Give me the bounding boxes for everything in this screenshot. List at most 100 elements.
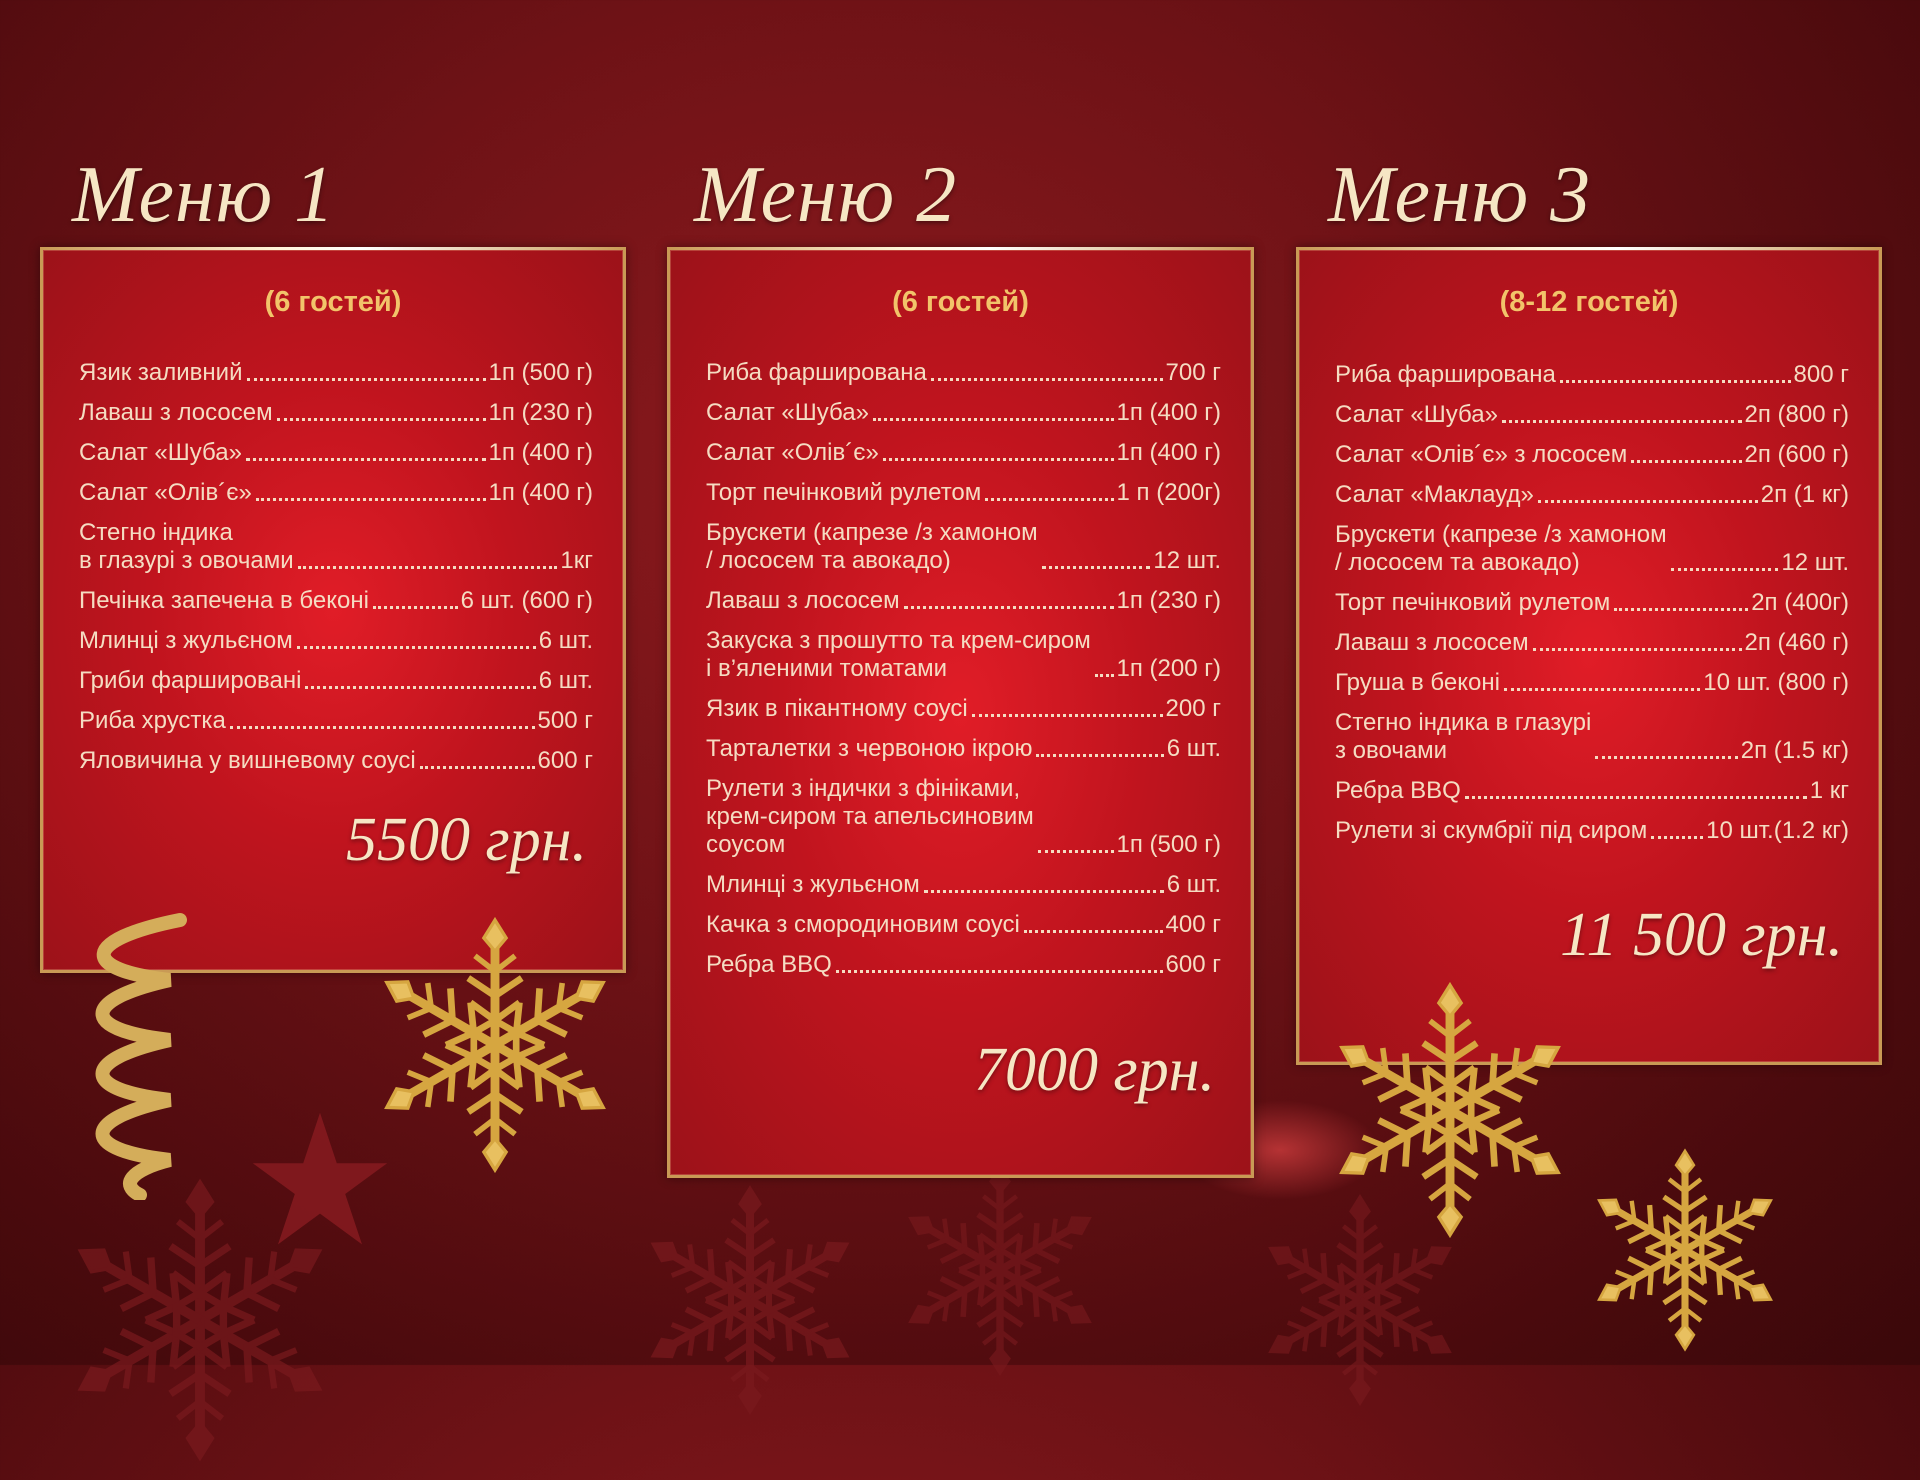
dot-leader	[1503, 688, 1701, 691]
item-name: Салат «Олів´є»	[79, 479, 252, 506]
menu-item: Торт печінковий рулетом 1 п (200г)	[706, 479, 1221, 507]
menu-item: Риба фарширована 700 г	[706, 359, 1221, 387]
item-name: Язик заливний	[79, 359, 243, 386]
menu-item: Закуска з прошутто та крем-сиром і в’яле…	[706, 627, 1221, 683]
item-quantity: 500 г	[537, 707, 593, 734]
menu-item: Лаваш з лососем 1п (230 г)	[706, 587, 1221, 615]
item-name: Салат «Олів´є» з лососем	[1335, 441, 1628, 468]
snowflake-icon	[1570, 1135, 1800, 1365]
menu-items: Риба фарширована 700 г Салат «Шуба» 1п (400…	[706, 359, 1221, 979]
item-quantity: 800 г	[1793, 361, 1849, 388]
dot-leader	[297, 566, 558, 569]
item-name: Салат «Шуба»	[1335, 401, 1498, 428]
dot-leader	[1464, 796, 1807, 799]
menu-2-card: (6 гостей) Риба фарширована 700 г Салат «Ш…	[667, 247, 1254, 1178]
menu-items: Риба фарширована 800 г Салат «Шуба» 2п (800…	[1335, 361, 1849, 845]
item-quantity: 2п (400г)	[1751, 589, 1849, 616]
item-quantity: 2п (800 г)	[1744, 401, 1849, 428]
menu-price: 7000 грн.	[974, 1036, 1215, 1104]
item-name: Салат «Олів´є»	[706, 439, 879, 466]
menu-item: Рулети з індички з фініками, крем-сиром …	[706, 775, 1221, 859]
item-quantity: 1п (500 г)	[488, 359, 593, 386]
menu-item: Брускети (капрезе /з хамоном / лососем т…	[1335, 521, 1849, 577]
dot-leader	[930, 378, 1163, 381]
item-name: Стегно індика в глазурі з овочами	[79, 519, 294, 574]
item-quantity: 6 шт. (600 г)	[460, 587, 593, 614]
item-name: Тарталетки з червоною ікрою	[706, 735, 1033, 762]
menu-item: Груша в беконі 10 шт. (800 г)	[1335, 669, 1849, 697]
dot-leader	[1670, 568, 1779, 571]
guests-count: (6 гостей)	[892, 286, 1029, 318]
item-quantity: 2п (460 г)	[1744, 629, 1849, 656]
item-quantity: 1п (400 г)	[488, 479, 593, 506]
item-name: Язик в пікантному соусі	[706, 695, 968, 722]
menu-item: Риба фарширована 800 г	[1335, 361, 1849, 389]
item-name: Риба фарширована	[706, 359, 927, 386]
menu-item: Тарталетки з червоною ікрою 6 шт.	[706, 735, 1221, 763]
snowflake-icon	[350, 900, 640, 1190]
dot-leader	[246, 378, 486, 381]
menu-item: Лаваш з лососем 1п (230 г)	[79, 399, 593, 427]
item-quantity: 10 шт. (800 г)	[1703, 669, 1849, 696]
ribbon-icon	[95, 913, 187, 1200]
snowflake-icon	[880, 1150, 1120, 1390]
menu-3-title: Меню 3	[1328, 151, 1592, 239]
item-quantity: 1п (200 г)	[1116, 655, 1221, 682]
menu-item: Гриби фаршировані 6 шт.	[79, 667, 593, 695]
dot-leader	[419, 766, 535, 769]
item-name: Гриби фаршировані	[79, 667, 302, 694]
dot-leader	[1595, 756, 1738, 759]
dot-leader	[372, 606, 458, 609]
item-name: Печінка запечена в беконі	[79, 587, 369, 614]
item-quantity: 600 г	[537, 747, 593, 774]
dot-leader	[882, 458, 1114, 461]
dot-leader	[1094, 674, 1114, 677]
menu-item: Ребра BBQ 1 кг	[1335, 777, 1849, 805]
dot-leader	[1651, 836, 1704, 839]
menu-price: 5500 грн.	[346, 806, 587, 874]
menu-item: Лаваш з лососем 2п (460 г)	[1335, 629, 1849, 657]
dot-leader	[1614, 608, 1749, 611]
item-quantity: 12 шт.	[1153, 547, 1221, 574]
item-name: Торт печінковий рулетом	[706, 479, 982, 506]
item-name: Лаваш з лососем	[79, 399, 273, 426]
dot-leader	[255, 498, 486, 501]
dot-leader	[1537, 500, 1758, 503]
dot-leader	[903, 606, 1114, 609]
item-quantity: 1кг	[560, 547, 593, 574]
item-name: Салат «Шуба»	[79, 439, 242, 466]
item-name: Брускети (капрезе /з хамоном / лососем т…	[706, 519, 1038, 574]
item-name: Лаваш з лососем	[1335, 629, 1529, 656]
menu-item: Салат «Шуба» 2п (800 г)	[1335, 401, 1849, 429]
menu-item: Стегно індика в глазурі з овочами 1кг	[79, 519, 593, 575]
menu-item: Брускети (капрезе /з хамоном / лососем т…	[706, 519, 1221, 575]
menu-item: Торт печінковий рулетом 2п (400г)	[1335, 589, 1849, 617]
dot-leader	[1532, 648, 1742, 651]
item-name: Салат «Шуба»	[706, 399, 869, 426]
menu-item: Млинці з жульєном 6 шт.	[706, 871, 1221, 899]
menu-items: Язик заливний 1п (500 г) Лаваш з лососем 1п…	[79, 359, 593, 775]
item-name: Ребра BBQ	[1335, 777, 1461, 804]
dot-leader	[305, 686, 536, 689]
item-quantity: 200 г	[1165, 695, 1221, 722]
star-icon	[252, 1112, 388, 1245]
item-quantity: 1 п (200г)	[1116, 479, 1221, 506]
item-quantity: 2п (1.5 кг)	[1740, 737, 1849, 764]
item-name: Рулети з індички з фініками, крем-сиром …	[706, 775, 1034, 858]
item-quantity: 400 г	[1165, 911, 1221, 938]
item-name: Качка з смородиновим соусі	[706, 911, 1020, 938]
menu-item: Яловичина у вишневому соусі 600 г	[79, 747, 593, 775]
dot-leader	[1041, 566, 1151, 569]
item-name: Торт печінковий рулетом	[1335, 589, 1611, 616]
dot-leader	[835, 970, 1163, 973]
item-name: Стегно індика в глазурі з овочами	[1335, 709, 1592, 764]
item-name: Ребра BBQ	[706, 951, 832, 978]
dot-leader	[971, 714, 1163, 717]
item-name: Яловичина у вишневому соусі	[79, 747, 416, 774]
item-name: Рулети зі скумбрії під сиром	[1335, 817, 1648, 844]
dot-leader	[872, 418, 1114, 421]
item-quantity: 2п (600 г)	[1744, 441, 1849, 468]
item-name: Брускети (капрезе /з хамоном / лососем т…	[1335, 521, 1667, 576]
dot-leader	[229, 726, 535, 729]
item-name: Млинці з жульєном	[706, 871, 920, 898]
